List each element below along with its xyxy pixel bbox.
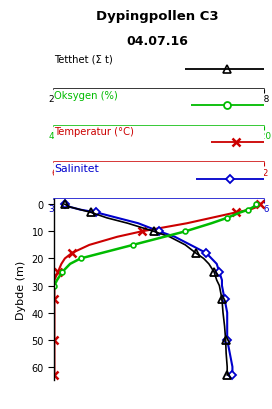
Text: Temperatur (°C): Temperatur (°C) — [54, 127, 134, 137]
Text: Oksygen (%): Oksygen (%) — [54, 90, 118, 101]
Text: Salinitet: Salinitet — [54, 164, 99, 173]
Text: Dypingpollen C3: Dypingpollen C3 — [97, 10, 219, 23]
Y-axis label: Dybde (m): Dybde (m) — [16, 260, 26, 319]
Text: Tetthet (Σ t): Tetthet (Σ t) — [54, 54, 113, 64]
Text: 04.07.16: 04.07.16 — [127, 35, 189, 48]
